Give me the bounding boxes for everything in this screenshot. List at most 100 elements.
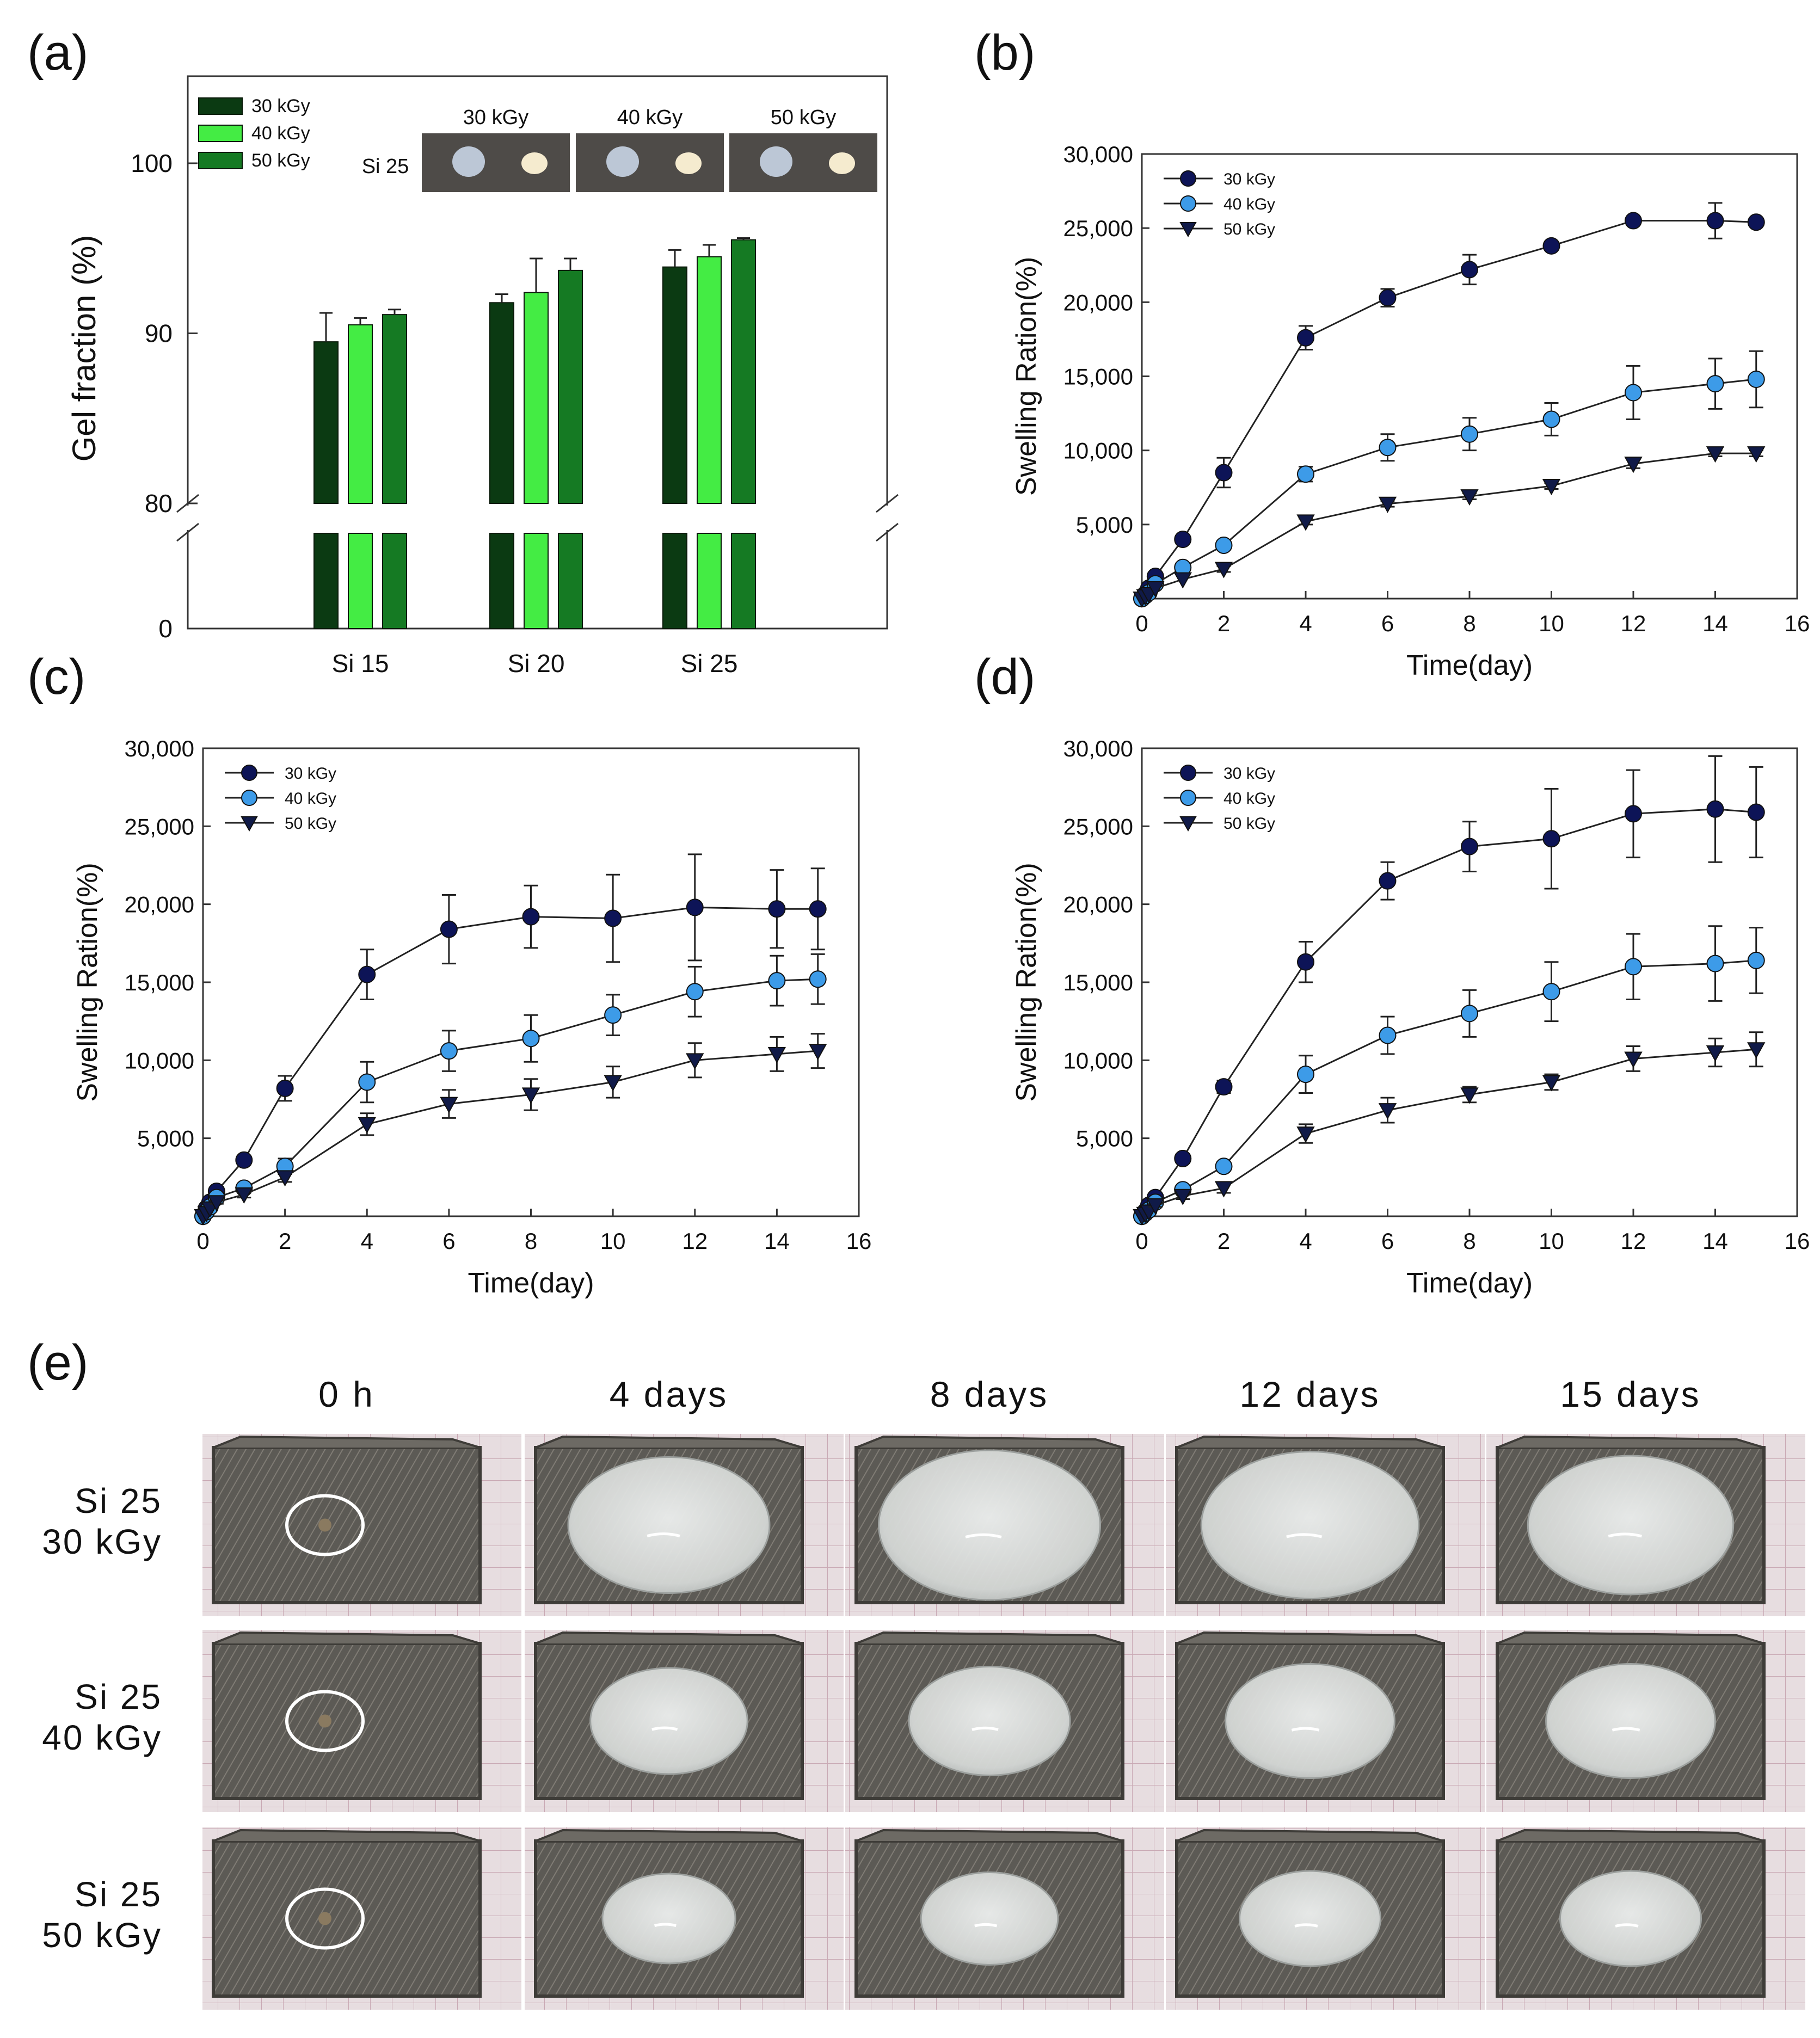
gel-fraction-bar-chart: 100 90 80 0 Gel fraction (%) Si 15 Si 20 Si 25 3… (66, 75, 899, 678)
data-point (1747, 370, 1765, 388)
legend-label: 30 kGy (1223, 765, 1275, 783)
data-point (1214, 1181, 1233, 1198)
data-point (1706, 212, 1724, 230)
x-tick-label: 10 (1539, 1228, 1564, 1254)
basket-flap (1176, 1828, 1444, 1842)
data-point (1146, 581, 1165, 598)
x-tick-label: 8 (1463, 611, 1475, 636)
y-tick-label: 80 (145, 489, 173, 518)
legend-marker (1180, 195, 1196, 212)
x-tick-label: 16 (1785, 611, 1810, 636)
column-header: 8 days (930, 1374, 1049, 1414)
data-point (1542, 237, 1560, 255)
x-tick-label: 0 (1135, 1228, 1148, 1254)
data-point (1747, 1042, 1766, 1059)
bar-upper (489, 302, 514, 504)
data-point (1625, 958, 1642, 976)
sample-highlight-circle (285, 1690, 365, 1752)
basket-flap (535, 1828, 803, 1842)
y-tick-label: 15,000 (1063, 364, 1133, 390)
mesh-basket (212, 1446, 482, 1604)
x-axis-title: Time(day) (1406, 1267, 1533, 1299)
data-point (1460, 489, 1479, 506)
data-point (768, 972, 786, 990)
column-header: 0 h (318, 1374, 375, 1414)
bar-upper (558, 269, 583, 504)
y-tick-label: 15,000 (1063, 970, 1133, 995)
data-point (1297, 1066, 1314, 1083)
data-point (1624, 457, 1643, 473)
basket-flap (213, 1828, 481, 1842)
data-point (440, 1042, 458, 1060)
y-axis-title: Swelling Ration(%) (1011, 257, 1042, 496)
gel-reflection (1286, 1533, 1323, 1538)
mesh-basket (212, 1839, 482, 1998)
gel-reflection (1291, 1727, 1320, 1732)
x-tick-label: 8 (525, 1228, 537, 1254)
y-tick-label: 30,000 (1063, 736, 1133, 761)
data-point (1379, 289, 1397, 307)
basket-flap (213, 1435, 481, 1449)
data-point (768, 900, 786, 918)
y-tick-label: 30,000 (1063, 141, 1133, 167)
y-tick-label: 5,000 (1076, 1126, 1133, 1152)
y-tick-label: 5,000 (137, 1126, 194, 1152)
data-point (809, 900, 827, 918)
data-point (1706, 446, 1725, 463)
column-header: 12 days (1239, 1374, 1380, 1414)
break-mark-right-top (876, 494, 899, 513)
legend-label: 50 kGy (1223, 220, 1275, 238)
dry-disc (760, 146, 792, 177)
y-tick-label: 0 (158, 614, 173, 643)
data-point (1378, 496, 1397, 513)
x-tick-label: 0 (1135, 611, 1148, 636)
mesh-basket (212, 1642, 482, 1800)
swollen-gel (1527, 1455, 1735, 1596)
bar-upper (697, 256, 722, 504)
data-point (1214, 562, 1233, 578)
data-point (1706, 800, 1724, 818)
x-tick-label: 14 (1702, 611, 1728, 636)
bar-upper (524, 292, 549, 504)
inset-column-label: 30 kGy (463, 106, 528, 129)
series-line (1141, 959, 1756, 1217)
swelling-chart-b: 0 2 4 6 8 10 12 14 16 5,000 10,000 15,000 20,000 25,0… (1011, 141, 1810, 681)
y-tick-label: 100 (131, 149, 173, 177)
data-point (1460, 1087, 1479, 1104)
x-tick-label: 6 (1381, 1228, 1394, 1254)
legend-label: 30 kGy (1223, 170, 1275, 188)
data-point (686, 983, 704, 1001)
bar-upper (348, 324, 373, 504)
swollen-gel (567, 1456, 771, 1594)
data-point (1379, 872, 1397, 890)
data-point (1706, 1045, 1725, 1062)
bar-upper (313, 341, 339, 504)
data-point (207, 1195, 226, 1212)
data-point (809, 970, 827, 988)
axis-break-left (185, 506, 191, 530)
data-point (1542, 479, 1561, 496)
inset-photo (422, 133, 570, 192)
break-mark-right-bottom (876, 522, 899, 542)
gel-disc (829, 152, 855, 174)
data-point (1296, 514, 1315, 531)
data-point (1706, 955, 1724, 972)
gel-reflection (972, 1726, 999, 1731)
bar-upper (731, 239, 756, 504)
data-point (358, 1117, 376, 1134)
swollen-gel (589, 1667, 748, 1775)
bar-lower (662, 533, 687, 629)
row-label-line1: Si 25 (75, 1481, 162, 1520)
x-tick-label: 16 (1785, 1228, 1810, 1254)
bar-lower (731, 533, 756, 629)
dry-disc (606, 146, 639, 177)
data-point (1297, 465, 1314, 483)
data-point (1378, 1103, 1397, 1120)
column-header: 15 days (1560, 1374, 1701, 1414)
data-point (1296, 1126, 1315, 1143)
data-point (1747, 951, 1765, 969)
data-point (1174, 531, 1192, 549)
data-point (604, 1006, 622, 1024)
y-tick-label: 10,000 (1063, 438, 1133, 464)
data-point (358, 965, 376, 983)
